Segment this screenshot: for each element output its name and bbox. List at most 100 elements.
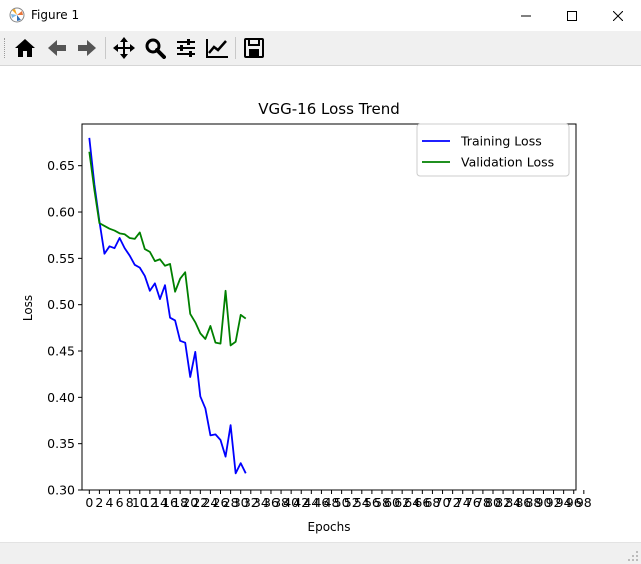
back-button[interactable] xyxy=(44,35,70,61)
x-tick-label: 12 xyxy=(142,495,158,510)
forward-button[interactable] xyxy=(74,35,100,61)
x-tick-label: 64 xyxy=(404,495,420,510)
zoom-button[interactable] xyxy=(142,35,168,61)
x-tick-label: 78 xyxy=(475,495,491,510)
legend-validation-label: Validation Loss xyxy=(461,155,554,170)
close-button[interactable] xyxy=(595,0,641,31)
x-tick-label: 4 xyxy=(106,495,114,510)
x-tick-label: 92 xyxy=(546,495,562,510)
y-tick-label: 0.30 xyxy=(47,483,75,498)
x-tick-label: 34 xyxy=(253,495,269,510)
x-tick-label: 10 xyxy=(132,495,148,510)
minimize-icon xyxy=(521,15,531,16)
minimize-button[interactable] xyxy=(503,0,549,31)
back-icon xyxy=(48,40,66,56)
x-tick-label: 60 xyxy=(384,495,400,510)
x-tick-label: 62 xyxy=(394,495,410,510)
toolbar-separator xyxy=(235,37,236,59)
x-tick-label: 0 xyxy=(85,495,93,510)
x-tick-label: 52 xyxy=(344,495,360,510)
toolbar-separator xyxy=(105,37,106,59)
toolbar-grip[interactable] xyxy=(4,38,8,58)
edit-axis-button[interactable] xyxy=(204,35,230,61)
configure-subplots-icon xyxy=(177,39,195,57)
y-tick-label: 0.40 xyxy=(47,390,75,405)
x-tick-label: 90 xyxy=(536,495,552,510)
x-tick-label: 50 xyxy=(334,495,350,510)
configure-subplots-button[interactable] xyxy=(173,35,199,61)
x-tick-label: 18 xyxy=(172,495,188,510)
x-tick-label: 28 xyxy=(223,495,239,510)
x-tick-label: 38 xyxy=(273,495,289,510)
x-tick-label: 58 xyxy=(374,495,390,510)
x-tick-label: 96 xyxy=(566,495,582,510)
maximize-button[interactable] xyxy=(549,0,595,31)
x-tick-label: 16 xyxy=(162,495,178,510)
x-tick-label: 76 xyxy=(465,495,481,510)
x-tick-label: 82 xyxy=(495,495,511,510)
x-tick-label: 26 xyxy=(213,495,229,510)
home-icon xyxy=(15,39,35,57)
x-tick-label: 80 xyxy=(485,495,501,510)
maximize-icon xyxy=(567,10,577,21)
pan-button[interactable] xyxy=(111,35,137,61)
y-tick-label: 0.55 xyxy=(47,251,75,266)
x-tick-label: 22 xyxy=(192,495,208,510)
x-tick-label: 98 xyxy=(576,495,592,510)
forward-icon xyxy=(78,40,96,56)
legend-training-label: Training Loss xyxy=(460,134,542,149)
loss-chart: 0.300.350.400.450.500.550.600.65 0 2 4 6 810… xyxy=(21,100,592,534)
pan-icon xyxy=(113,37,135,59)
x-tick-label: 68 xyxy=(424,495,440,510)
chart-title: VGG-16 Loss Trend xyxy=(258,100,400,118)
x-tick-label: 20 xyxy=(182,495,198,510)
x-tick-label: 8 xyxy=(126,495,134,510)
home-button[interactable] xyxy=(12,35,38,61)
x-tick-label: 14 xyxy=(152,495,168,510)
legend: Training Loss Validation Loss xyxy=(416,123,570,177)
legend-box xyxy=(416,123,570,177)
save-button[interactable] xyxy=(241,35,267,61)
matplotlib-logo-icon xyxy=(9,7,25,23)
x-tick-label: 30 xyxy=(233,495,249,510)
navigation-toolbar xyxy=(0,31,641,66)
zoom-icon xyxy=(145,38,166,59)
x-tick-label: 40 xyxy=(283,495,299,510)
x-tick-label: 42 xyxy=(293,495,309,510)
figure-canvas[interactable]: 0.30 0.35 0.40 0.45 0.50 0.55 0.60 0.65 0 2 4 6 8 10… xyxy=(0,66,641,542)
y-tick-label: 0.60 xyxy=(47,205,75,220)
x-tick-label: 84 xyxy=(505,495,521,510)
edit-axis-icon xyxy=(206,39,228,58)
x-tick-label: 94 xyxy=(556,495,572,510)
x-tick-label: 36 xyxy=(263,495,279,510)
resize-grip-icon[interactable] xyxy=(627,550,639,562)
x-tick-label: 54 xyxy=(354,495,370,510)
y-axis-label: Loss xyxy=(21,295,35,321)
y-tick-label: 0.45 xyxy=(47,344,75,359)
x-tick-label: 24 xyxy=(202,495,218,510)
x-tick-label: 66 xyxy=(414,495,430,510)
x-axis-label: Epochs xyxy=(308,520,351,534)
x-tick-label: 2 xyxy=(95,495,103,510)
x-tick-label: 74 xyxy=(455,495,471,510)
y-tick-label: 0.65 xyxy=(47,158,75,173)
axes-frame xyxy=(81,123,577,491)
validation-loss-line xyxy=(88,151,247,347)
x-tick-label: 44 xyxy=(303,495,319,510)
y-tick-label: 0.35 xyxy=(47,436,75,451)
x-tick-label: 70 xyxy=(435,495,451,510)
x-tick-label: 46 xyxy=(313,495,329,510)
status-bar xyxy=(0,542,641,564)
window-title: Figure 1 xyxy=(31,8,80,22)
close-icon xyxy=(613,10,623,21)
x-tick-label: 88 xyxy=(525,495,541,510)
window-titlebar: Figure 1 xyxy=(0,0,641,31)
save-icon xyxy=(244,38,264,58)
x-tick-label: 48 xyxy=(324,495,340,510)
x-tick-label: 6 xyxy=(116,495,124,510)
x-tick-label: 56 xyxy=(364,495,380,510)
y-tick-label: 0.50 xyxy=(47,297,75,312)
x-tick-label: 32 xyxy=(243,495,259,510)
x-tick-label: 72 xyxy=(445,495,461,510)
training-loss-line xyxy=(88,137,247,475)
